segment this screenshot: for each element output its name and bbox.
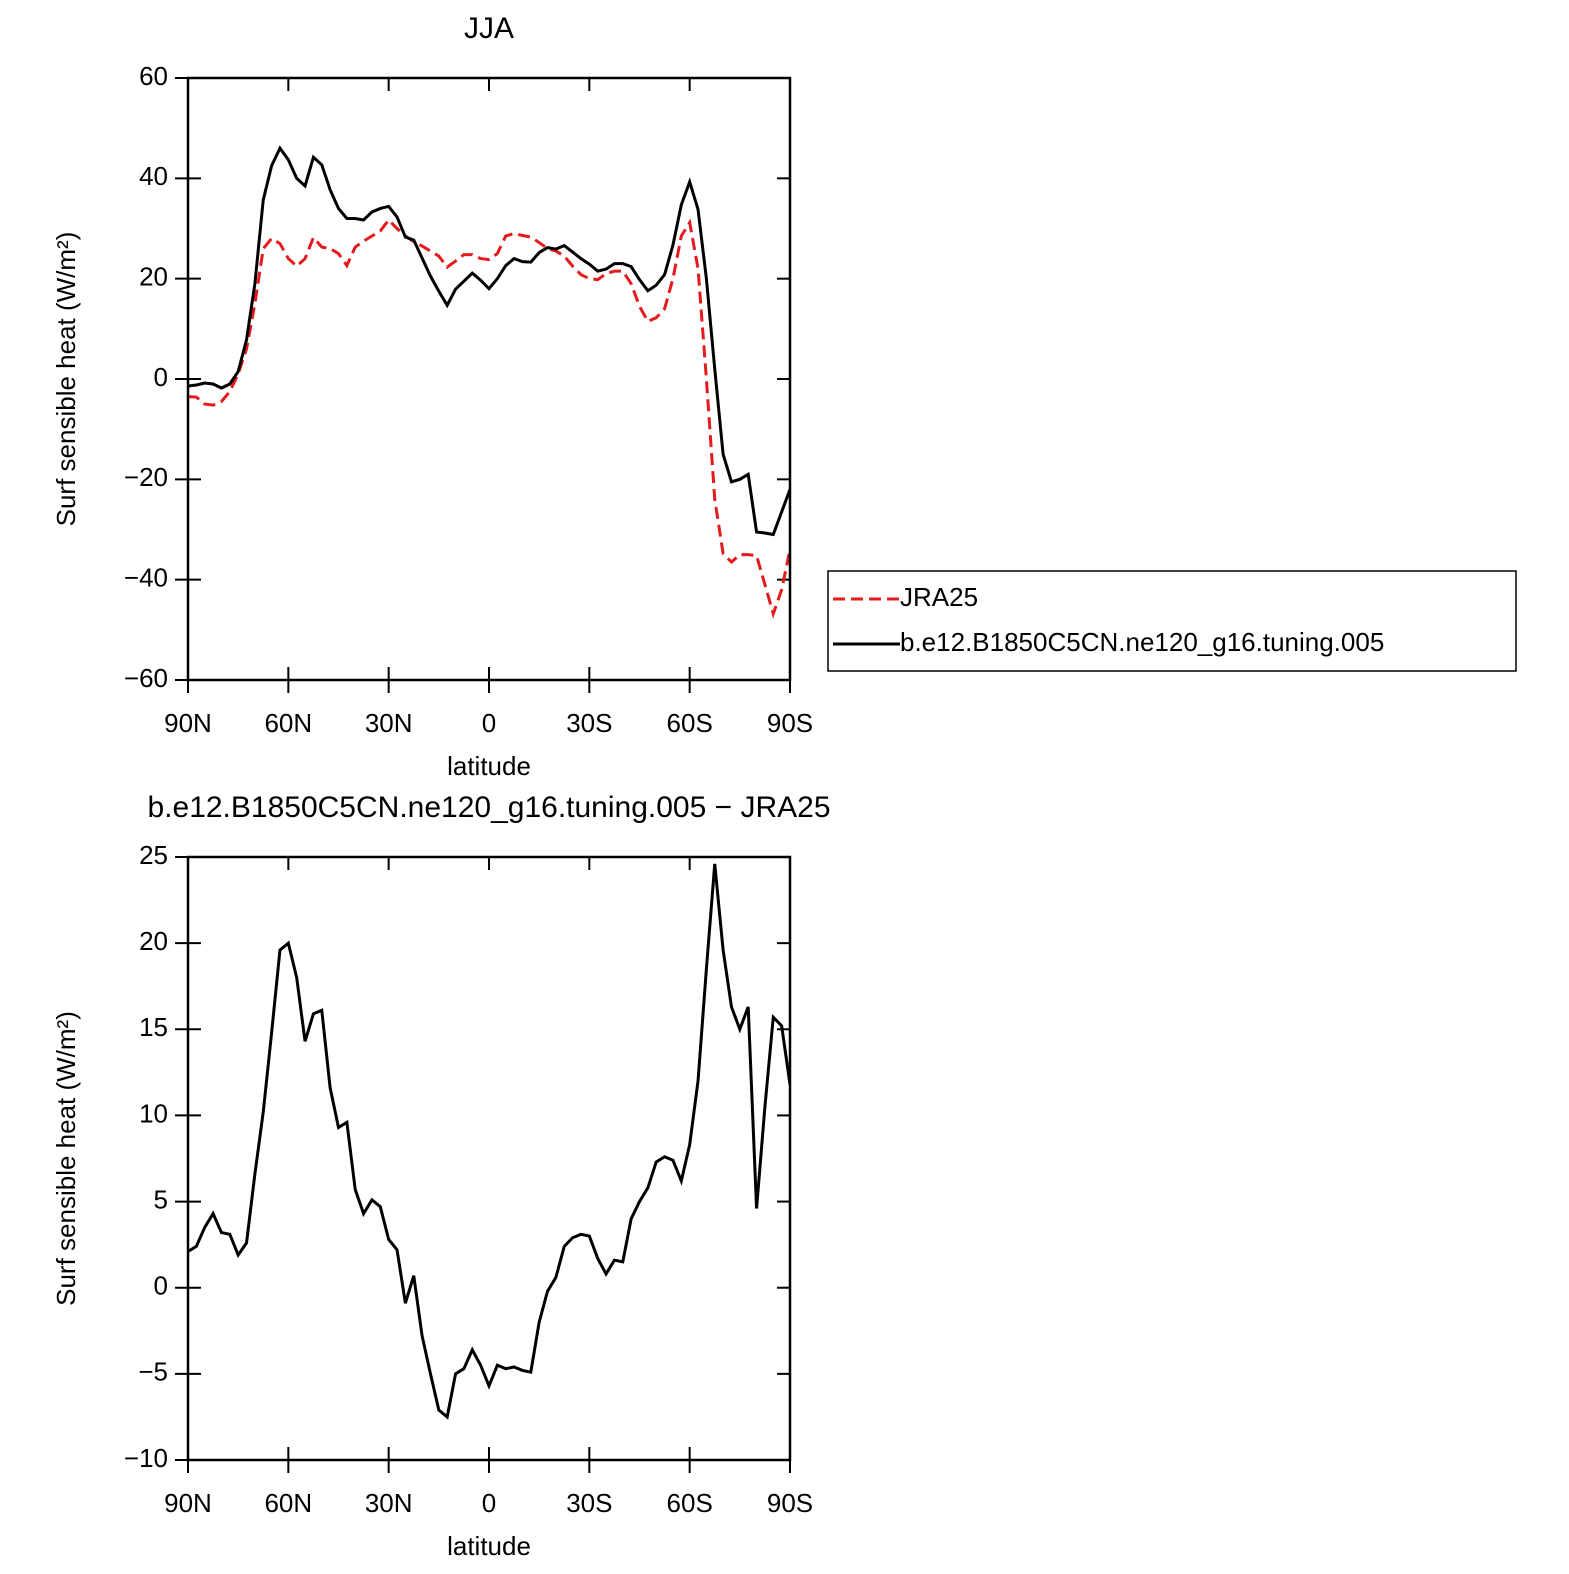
y-tick-label: −5 — [138, 1357, 168, 1387]
x-axis-label: latitude — [447, 751, 531, 781]
y-tick-label: 10 — [139, 1098, 168, 1128]
x-tick-label: 30S — [566, 1488, 612, 1518]
x-tick-label: 0 — [482, 708, 496, 738]
x-tick-label: 30N — [365, 708, 413, 738]
series-line — [188, 217, 790, 619]
plot-frame — [186, 855, 792, 1462]
y-tick-label: 15 — [139, 1012, 168, 1042]
y-tick-label: −10 — [124, 1443, 168, 1473]
x-tick-label: 60N — [264, 708, 312, 738]
series-line — [188, 145, 790, 537]
legend-box — [827, 570, 1517, 672]
x-tick-label: 60N — [264, 1488, 312, 1518]
chart-title: JJA — [464, 12, 514, 45]
y-tick-label: 20 — [139, 262, 168, 292]
y-tick-label: −60 — [124, 663, 168, 693]
chart-title: b.e12.B1850C5CN.ne120_g16.tuning.005 − J… — [147, 791, 830, 824]
y-tick-label: −20 — [124, 462, 168, 492]
x-tick-label: 30S — [566, 708, 612, 738]
legend-label: JRA25 — [900, 582, 978, 612]
x-tick-label: 30N — [365, 1488, 413, 1518]
x-tick-label: 0 — [482, 1488, 496, 1518]
y-tick-label: 0 — [154, 362, 168, 392]
legend-label: b.e12.B1850C5CN.ne120_g16.tuning.005 — [900, 627, 1384, 657]
y-axis-label: Surf sensible heat (W/m²) — [51, 232, 81, 527]
y-tick-label: 0 — [154, 1271, 168, 1301]
y-tick-label: −40 — [124, 563, 168, 593]
series-line — [188, 863, 790, 1420]
x-tick-label: 90N — [164, 708, 212, 738]
y-tick-label: 5 — [154, 1184, 168, 1214]
x-tick-label: 90S — [767, 1488, 813, 1518]
x-axis-label: latitude — [447, 1531, 531, 1561]
x-tick-label: 60S — [667, 708, 713, 738]
y-tick-label: 20 — [139, 926, 168, 956]
x-tick-label: 90S — [767, 708, 813, 738]
plot-frame — [186, 76, 792, 682]
y-axis-label: Surf sensible heat (W/m²) — [51, 1011, 81, 1306]
y-tick-label: 40 — [139, 161, 168, 191]
y-tick-label: 25 — [139, 840, 168, 870]
x-tick-label: 60S — [667, 1488, 713, 1518]
x-tick-label: 90N — [164, 1488, 212, 1518]
y-tick-label: 60 — [139, 61, 168, 91]
